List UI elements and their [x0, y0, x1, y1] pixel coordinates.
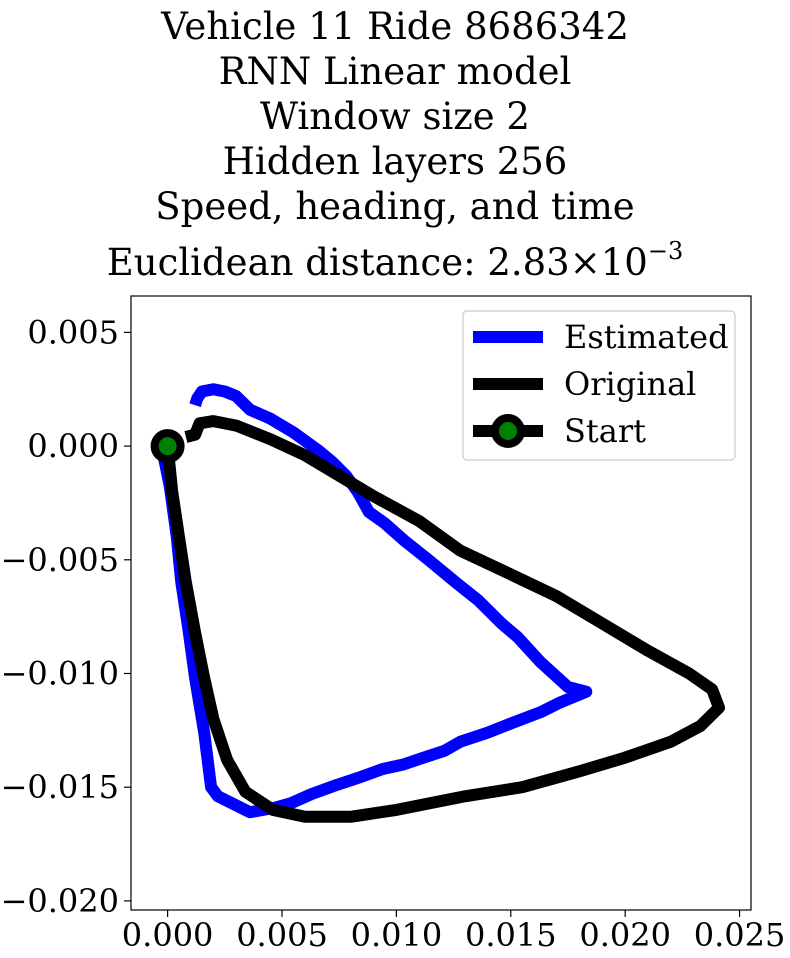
- y-tick-label: −0.010: [1, 654, 119, 692]
- y-tick-label: 0.005: [27, 313, 119, 351]
- distance-mantissa: 2.83: [487, 241, 570, 284]
- chart-title: Vehicle 11 Ride 8686342 RNN Linear model…: [0, 4, 790, 285]
- x-axis: 0.000 0.005 0.010 0.015 0.020 0.025: [122, 910, 786, 954]
- y-axis: 0.005 0.000 −0.005 −0.010 −0.015 −0.020: [1, 313, 131, 920]
- plot-area-frame: [130, 295, 752, 911]
- title-line-3: Window size 2: [260, 95, 530, 138]
- y-tick-label: −0.020: [1, 882, 119, 920]
- title-line-1: Vehicle 11 Ride 8686342: [161, 5, 629, 48]
- y-tick-label: 0.000: [27, 427, 119, 465]
- legend-start-marker: [491, 414, 525, 448]
- y-tick-label: −0.005: [1, 541, 119, 579]
- start-marker: [150, 429, 185, 464]
- series-line-estimated: [157, 383, 593, 819]
- y-tick-label: −0.015: [1, 768, 119, 806]
- legend-label-original: Original: [564, 365, 696, 403]
- legend-label-estimated: Estimated: [564, 318, 729, 356]
- title-line-5: Speed, heading, and time: [155, 185, 635, 228]
- distance-times: ×10: [569, 241, 648, 284]
- x-tick-label: 0.025: [694, 916, 786, 954]
- x-tick-label: 0.010: [351, 916, 443, 954]
- distance-prefix: Euclidean distance:: [106, 241, 488, 284]
- legend-label-start: Start: [564, 412, 646, 450]
- legend: Estimated Original Start: [462, 310, 736, 461]
- title-line-4: Hidden layers 256: [222, 140, 568, 183]
- x-tick-label: 0.020: [579, 916, 671, 954]
- legend-frame: [462, 310, 736, 461]
- title-line-2: RNN Linear model: [218, 50, 572, 93]
- title-line-distance: Euclidean distance: 2.83×10−3: [0, 229, 790, 285]
- series-line-original: [161, 415, 725, 823]
- distance-exponent: −3: [647, 237, 684, 265]
- x-tick-label: 0.005: [236, 916, 328, 954]
- series-layer: [150, 383, 725, 823]
- x-tick-label: 0.015: [465, 916, 557, 954]
- x-tick-label: 0.000: [122, 916, 214, 954]
